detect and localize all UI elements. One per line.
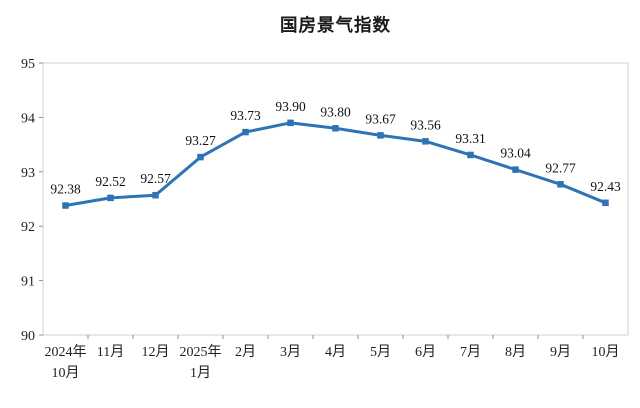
data-point-marker <box>287 119 294 127</box>
x-axis-label: 3月 <box>280 344 301 360</box>
data-point-label: 92.52 <box>95 174 125 189</box>
data-point-marker <box>332 125 339 132</box>
chart-title: 国房景气指数 <box>280 15 391 35</box>
data-point-marker <box>512 166 519 173</box>
x-axis-label: 6月 <box>415 344 436 360</box>
y-axis-label: 91 <box>21 275 35 290</box>
x-axis-label: 5月 <box>370 344 391 360</box>
data-point-marker <box>377 132 384 139</box>
y-axis-label: 94 <box>21 111 35 126</box>
x-axis-label: 8月 <box>505 344 526 360</box>
data-point-marker <box>152 191 159 199</box>
x-axis-label: 10月 <box>52 365 80 381</box>
data-point-marker <box>62 202 69 209</box>
data-point-marker <box>107 194 114 202</box>
x-axis-label: 1月 <box>190 365 211 381</box>
y-axis-label: 95 <box>21 57 35 72</box>
data-point-marker <box>602 199 609 207</box>
data-point-label: 92.77 <box>545 160 576 175</box>
x-axis-label: 7月 <box>460 344 481 360</box>
y-axis-label: 93 <box>21 166 35 181</box>
x-axis-label: 2025年 <box>180 344 222 360</box>
x-axis-label: 9月 <box>550 344 571 360</box>
y-axis-label: 90 <box>21 329 35 344</box>
data-point-label: 93.80 <box>320 104 351 119</box>
data-point-marker <box>422 138 429 145</box>
data-point-label: 93.04 <box>500 146 531 161</box>
x-axis-label: 11月 <box>97 344 124 360</box>
data-point-marker <box>557 181 564 188</box>
data-point-label: 93.73 <box>230 108 261 123</box>
data-point-label: 93.31 <box>455 131 485 146</box>
data-point-label: 93.27 <box>185 133 216 148</box>
x-axis-label: 2月 <box>235 344 256 360</box>
plot-frame <box>42 62 629 336</box>
data-point-marker <box>197 153 204 161</box>
y-axis-label: 92 <box>21 220 35 235</box>
data-point-label: 93.56 <box>410 117 441 132</box>
data-point-marker <box>467 151 474 159</box>
data-point-label: 92.38 <box>50 182 81 197</box>
series-line <box>64 121 607 208</box>
x-axis-label: 10月 <box>592 344 620 360</box>
x-axis-label: 4月 <box>325 344 346 360</box>
x-axis-label: 12月 <box>142 344 170 360</box>
data-point-label: 92.43 <box>590 179 621 194</box>
data-point-label: 92.57 <box>140 171 171 186</box>
data-point-label: 93.90 <box>275 99 306 114</box>
data-point-marker <box>242 128 249 136</box>
data-point-label: 93.67 <box>365 111 396 126</box>
x-axis-label: 2024年 <box>45 344 87 360</box>
